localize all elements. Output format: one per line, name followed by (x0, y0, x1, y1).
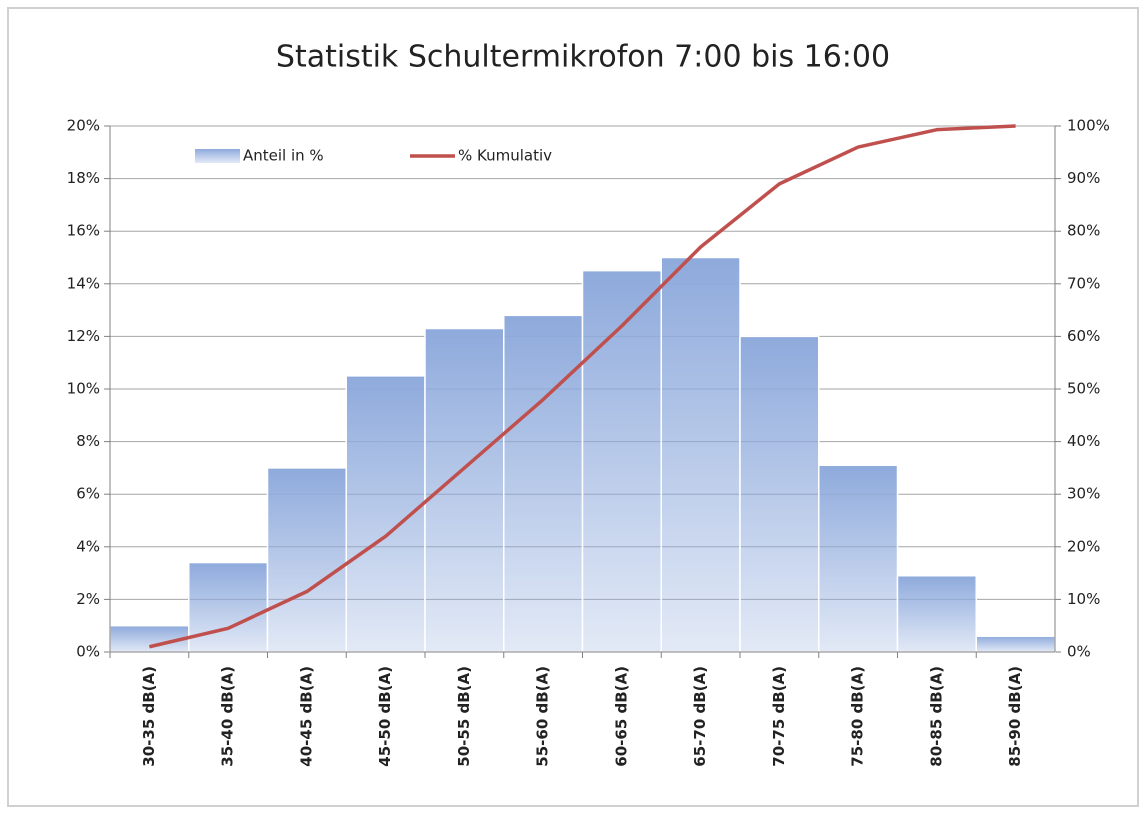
x-tick-label: 45-50 dB(A) (376, 666, 394, 767)
x-tick-label: 35-40 dB(A) (219, 666, 237, 767)
bar (975, 635, 1056, 653)
x-tick-label: 70-75 dB(A) (770, 666, 788, 767)
y2-tick-label: 0% (1067, 643, 1091, 661)
bar (660, 256, 741, 653)
y2-tick-label: 70% (1067, 274, 1100, 292)
bar (818, 464, 899, 653)
y2-tick-label: 20% (1067, 537, 1100, 555)
x-tick-label: 30-35 dB(A) (140, 666, 158, 767)
y2-tick-label: 40% (1067, 432, 1100, 450)
y-tick-label: 4% (76, 537, 100, 555)
bar (188, 561, 269, 653)
legend-label: % Kumulativ (458, 147, 552, 165)
y-tick-label: 14% (67, 274, 100, 292)
x-tick-label: 55-60 dB(A) (534, 666, 552, 767)
bar (896, 574, 977, 653)
x-tick-label: 65-70 dB(A) (691, 666, 709, 767)
y-tick-label: 10% (67, 380, 100, 398)
line (148, 124, 1016, 649)
y2-tick-label: 90% (1067, 169, 1100, 187)
x-tick-label: 85-90 dB(A) (1006, 666, 1024, 767)
y2-tick-label: 100% (1067, 117, 1110, 135)
bar (581, 269, 662, 653)
y2-tick-label: 50% (1067, 380, 1100, 398)
y-tick-label: 6% (76, 485, 100, 503)
y-tick-label: 18% (67, 169, 100, 187)
y-tick-label: 16% (67, 222, 100, 240)
y-tick-label: 8% (76, 432, 100, 450)
x-tick-label: 80-85 dB(A) (927, 666, 945, 767)
y2-tick-label: 10% (1067, 590, 1100, 608)
chart-title: Statistik Schultermikrofon 7:00 bis 16:0… (276, 40, 890, 75)
bar (739, 335, 820, 653)
bar (503, 314, 584, 653)
x-tick-label: 50-55 dB(A) (455, 666, 473, 767)
y2-tick-label: 80% (1067, 222, 1100, 240)
y2-tick-label: 60% (1067, 327, 1100, 345)
y-tick-label: 12% (67, 327, 100, 345)
x-tick-label: 60-65 dB(A) (612, 666, 630, 767)
bar (266, 467, 347, 653)
legend-swatch (195, 149, 240, 163)
legend-label: Anteil in % (243, 147, 324, 165)
y2-tick-label: 30% (1067, 485, 1100, 503)
x-tick-label: 75-80 dB(A) (849, 666, 867, 767)
y-tick-label: 0% (76, 643, 100, 661)
x-tick-label: 40-45 dB(A) (297, 666, 315, 767)
y-tick-label: 2% (76, 590, 100, 608)
y-tick-label: 20% (67, 117, 100, 135)
